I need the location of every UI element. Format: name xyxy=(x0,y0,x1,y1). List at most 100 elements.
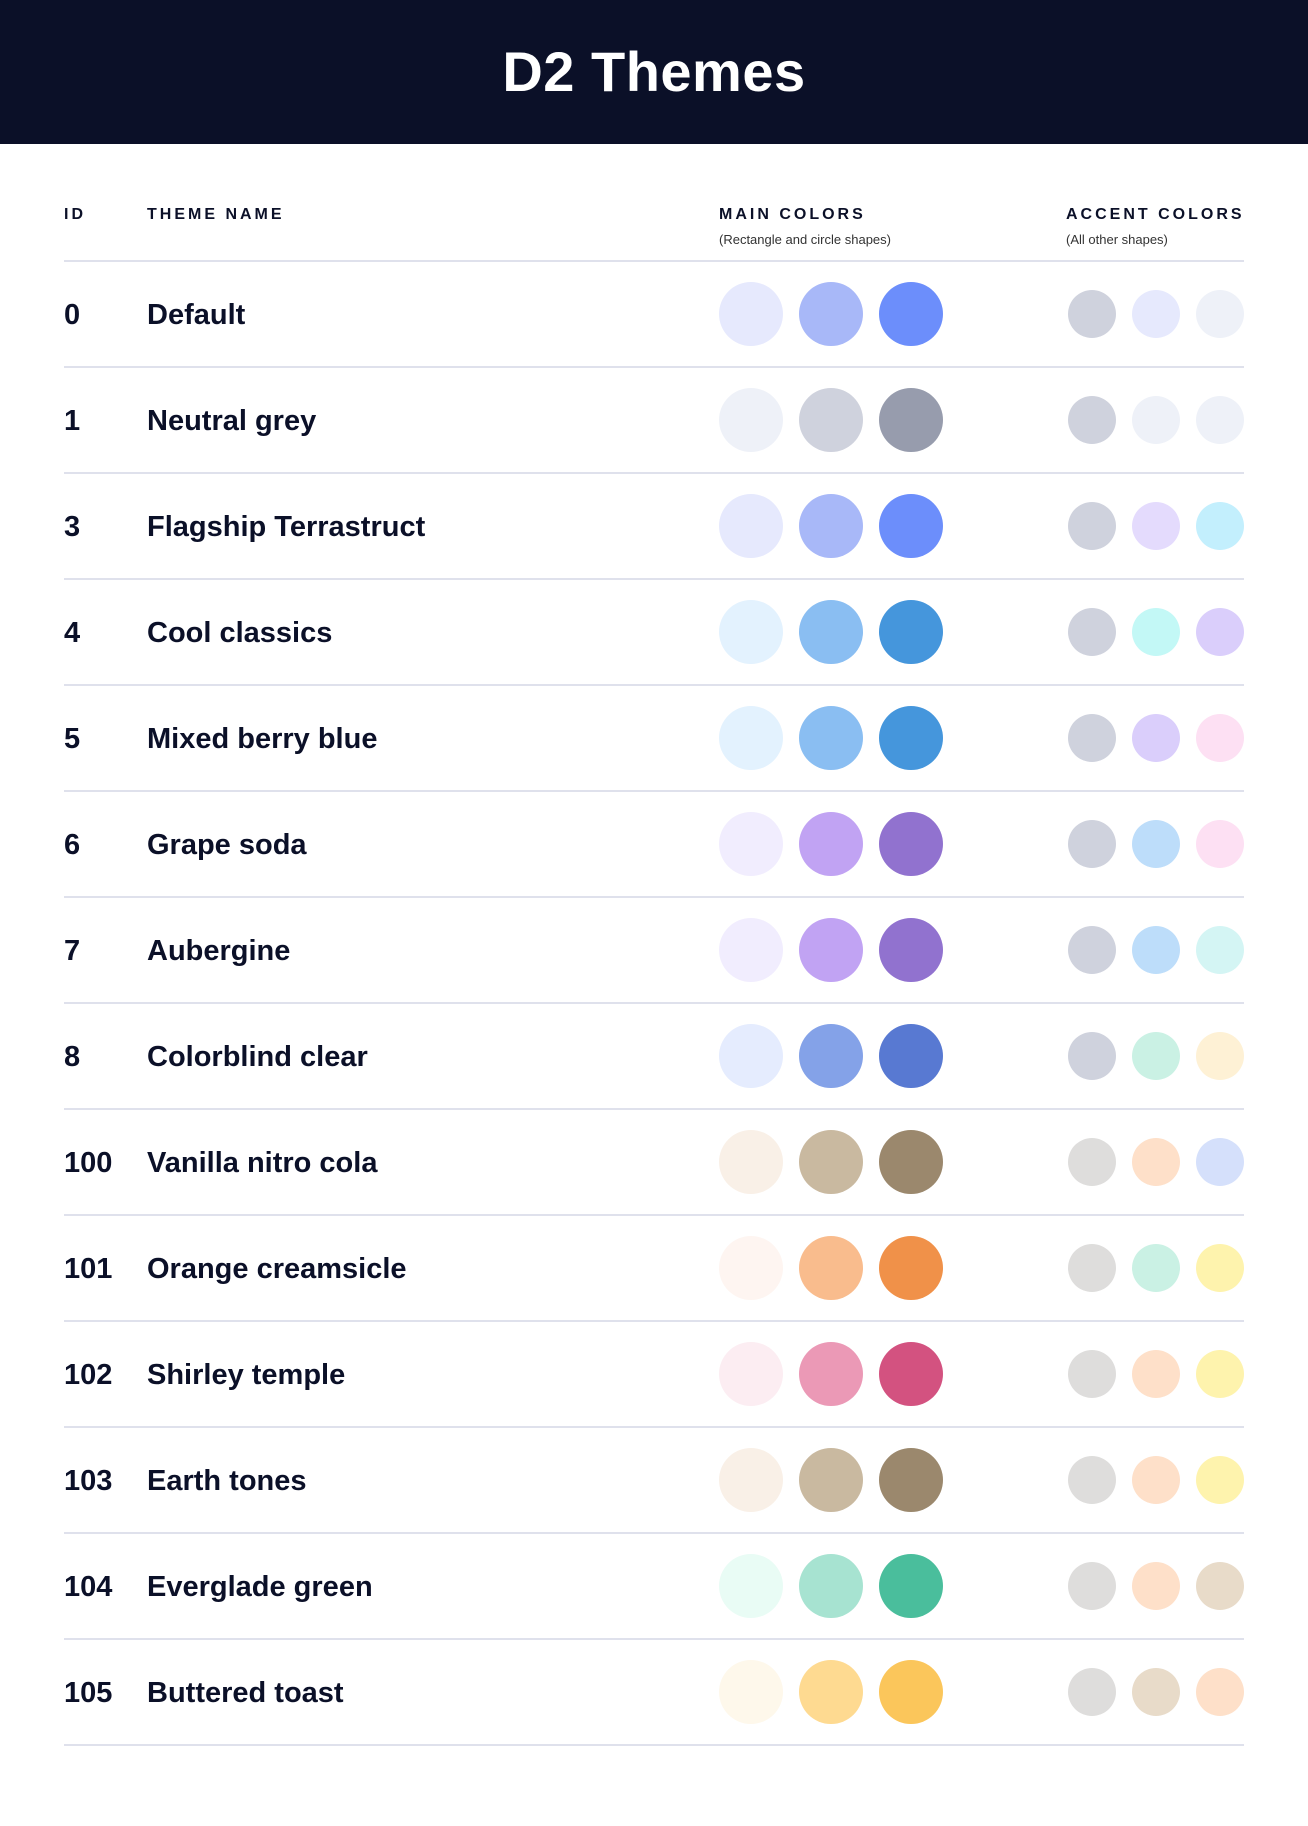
main-color-swatch xyxy=(879,1554,943,1618)
theme-name: Everglade green xyxy=(147,1571,373,1603)
theme-id: 103 xyxy=(64,1465,113,1497)
main-color-swatch xyxy=(719,1024,783,1088)
theme-id: 4 xyxy=(64,617,81,649)
main-color-swatch xyxy=(879,918,943,982)
accent-color-swatch xyxy=(1132,1668,1180,1716)
column-header-name: THEME NAME xyxy=(147,206,285,223)
accent-colors-subtitle: (All other shapes) xyxy=(1066,232,1168,247)
theme-id: 104 xyxy=(64,1571,113,1603)
accent-color-swatch xyxy=(1068,1032,1116,1080)
accent-color-swatch xyxy=(1068,396,1116,444)
main-color-swatch xyxy=(799,1130,863,1194)
accent-color-swatch xyxy=(1068,1138,1116,1186)
accent-color-swatch xyxy=(1132,1562,1180,1610)
table-row: 6 Grape soda xyxy=(64,792,1244,898)
table-row: 103 Earth tones xyxy=(64,1428,1244,1534)
theme-name: Colorblind clear xyxy=(147,1041,368,1073)
main-color-swatch xyxy=(719,918,783,982)
main-color-swatch xyxy=(879,1660,943,1724)
accent-color-swatch xyxy=(1068,820,1116,868)
main-color-swatch xyxy=(799,918,863,982)
accent-color-swatch xyxy=(1196,1032,1244,1080)
column-header-main-colors: MAIN COLORS xyxy=(719,206,866,223)
main-color-swatch xyxy=(719,1660,783,1724)
accent-color-swatch xyxy=(1132,290,1180,338)
table-row: 102 Shirley temple xyxy=(64,1322,1244,1428)
accent-color-swatch xyxy=(1068,926,1116,974)
accent-color-swatch xyxy=(1196,608,1244,656)
theme-id: 6 xyxy=(64,829,81,861)
main-color-swatch xyxy=(799,1236,863,1300)
table-row: 8 Colorblind clear xyxy=(64,1004,1244,1110)
accent-color-swatch xyxy=(1132,1244,1180,1292)
theme-name: Grape soda xyxy=(147,829,307,861)
main-color-swatch xyxy=(879,1448,943,1512)
accent-color-swatch xyxy=(1132,502,1180,550)
theme-name: Cool classics xyxy=(147,617,333,649)
main-color-swatch xyxy=(799,1554,863,1618)
main-color-swatch xyxy=(799,600,863,664)
main-color-swatch xyxy=(719,600,783,664)
accent-color-swatch xyxy=(1132,714,1180,762)
table-row: 7 Aubergine xyxy=(64,898,1244,1004)
accent-color-swatch xyxy=(1196,396,1244,444)
main-color-swatch xyxy=(879,600,943,664)
accent-color-swatch xyxy=(1068,1244,1116,1292)
theme-name: Aubergine xyxy=(147,935,291,967)
main-color-swatch xyxy=(719,388,783,452)
table-header: ID THEME NAME MAIN COLORS (Rectangle and… xyxy=(64,206,1244,262)
theme-name: Buttered toast xyxy=(147,1677,344,1709)
accent-color-swatch xyxy=(1196,926,1244,974)
main-color-swatch xyxy=(719,812,783,876)
accent-color-swatch xyxy=(1132,926,1180,974)
main-color-swatch xyxy=(879,1024,943,1088)
main-color-swatch xyxy=(719,1554,783,1618)
theme-id: 7 xyxy=(64,935,81,967)
theme-id: 105 xyxy=(64,1677,113,1709)
main-color-swatch xyxy=(799,388,863,452)
accent-color-swatch xyxy=(1196,290,1244,338)
main-color-swatch xyxy=(799,1024,863,1088)
theme-id: 8 xyxy=(64,1041,81,1073)
table-row: 0 Default xyxy=(64,262,1244,368)
table-row: 105 Buttered toast xyxy=(64,1640,1244,1746)
main-color-swatch xyxy=(799,706,863,770)
accent-color-swatch xyxy=(1132,608,1180,656)
column-name-header-group: THEME NAME xyxy=(147,206,285,224)
accent-color-swatch xyxy=(1068,1456,1116,1504)
accent-color-swatch xyxy=(1132,1138,1180,1186)
main-color-swatch xyxy=(719,1342,783,1406)
theme-name: Shirley temple xyxy=(147,1359,346,1391)
main-color-swatch xyxy=(719,494,783,558)
accent-color-swatch xyxy=(1196,502,1244,550)
main-color-swatch xyxy=(799,1448,863,1512)
accent-color-swatch xyxy=(1196,1244,1244,1292)
column-id-header-group: ID xyxy=(64,206,86,224)
accent-color-swatch xyxy=(1132,820,1180,868)
theme-name: Default xyxy=(147,299,246,331)
accent-color-swatch xyxy=(1132,1032,1180,1080)
column-accent-header-group: ACCENT COLORS (All other shapes) xyxy=(1066,206,1245,247)
theme-id: 102 xyxy=(64,1359,113,1391)
table-row: 4 Cool classics xyxy=(64,580,1244,686)
accent-color-swatch xyxy=(1196,1562,1244,1610)
main-color-swatch xyxy=(799,282,863,346)
accent-color-swatch xyxy=(1068,1668,1116,1716)
table-row: 104 Everglade green xyxy=(64,1534,1244,1640)
theme-name: Neutral grey xyxy=(147,405,317,437)
main-color-swatch xyxy=(879,1236,943,1300)
accent-color-swatch xyxy=(1068,290,1116,338)
theme-id: 3 xyxy=(64,511,81,543)
main-color-swatch xyxy=(719,1236,783,1300)
main-color-swatch xyxy=(799,1342,863,1406)
theme-name: Flagship Terrastruct xyxy=(147,511,426,543)
main-color-swatch xyxy=(799,812,863,876)
theme-id: 100 xyxy=(64,1147,113,1179)
accent-color-swatch xyxy=(1068,608,1116,656)
main-color-swatch xyxy=(719,706,783,770)
page-header: D2 Themes xyxy=(0,0,1308,144)
accent-color-swatch xyxy=(1068,1562,1116,1610)
main-color-swatch xyxy=(799,1660,863,1724)
accent-color-swatch xyxy=(1068,502,1116,550)
main-color-swatch xyxy=(879,1130,943,1194)
